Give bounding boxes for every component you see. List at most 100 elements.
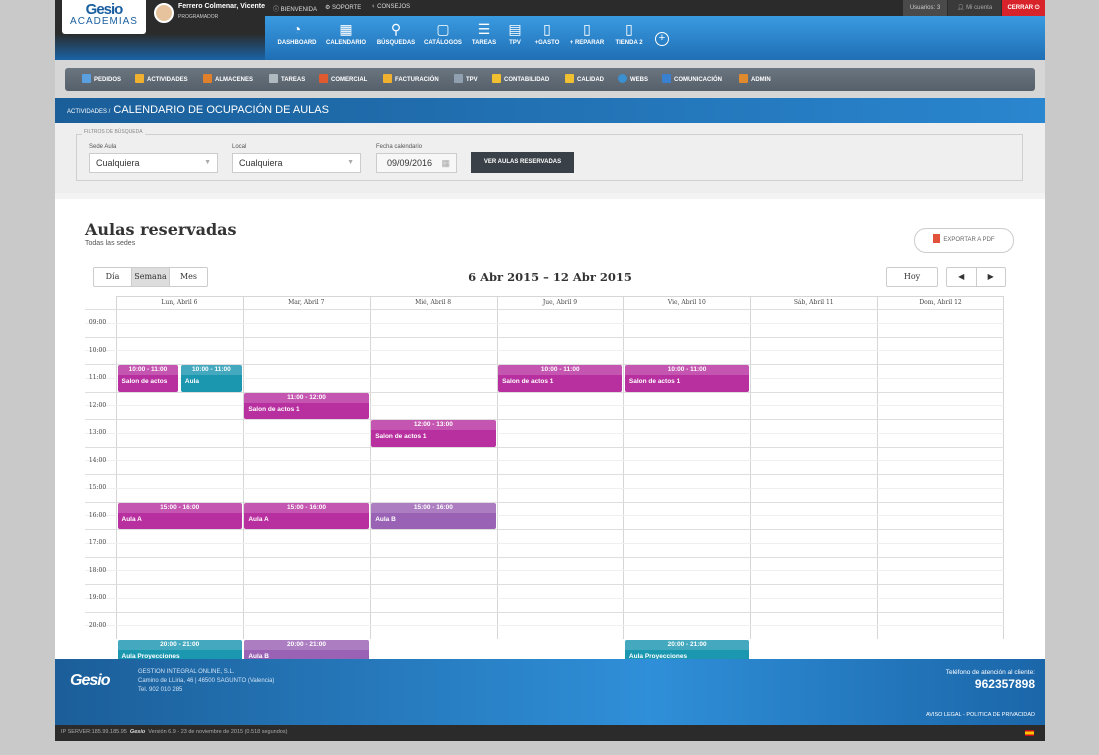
nav-label: CALENDARIO bbox=[326, 40, 366, 46]
view-month-button[interactable]: Mes bbox=[179, 272, 198, 281]
module-tpv[interactable]: TPV bbox=[454, 73, 478, 87]
export-pdf-button[interactable]: EXPORTAR A PDF bbox=[914, 228, 1014, 253]
day-header[interactable]: Lun, Abril 6 bbox=[161, 299, 198, 306]
module-tareas[interactable]: TAREAS bbox=[269, 73, 305, 87]
nav-dashboard[interactable]: ◔ DASHBOARD bbox=[277, 18, 317, 56]
legal-links[interactable]: AVISO LEGAL - POLITICA DE PRIVACIDAD bbox=[925, 712, 1035, 718]
logout-button[interactable]: CERRAR ⏻ bbox=[1002, 0, 1045, 16]
server-info: IP SERVER:185.99.185.95 Gesio Versión 6.… bbox=[61, 729, 287, 735]
toplink-label: BIENVENIDA bbox=[280, 7, 318, 13]
event-name: Salon de actos bbox=[121, 378, 168, 385]
avatar[interactable] bbox=[154, 3, 174, 23]
day-header[interactable]: Vie, Abril 10 bbox=[667, 299, 706, 306]
module-actividades[interactable]: ACTIVIDADES bbox=[135, 73, 188, 87]
module-comunicacion[interactable]: COMUNICACIÓN bbox=[662, 73, 722, 87]
add-shortcut-icon[interactable]: + bbox=[655, 32, 669, 46]
day-header[interactable]: Dom, Abril 12 bbox=[919, 299, 962, 306]
export-label: EXPORTAR A PDF bbox=[943, 237, 995, 243]
event-time: 10:00 - 11:00 bbox=[498, 365, 623, 375]
power-icon: ⏻ bbox=[1034, 5, 1040, 11]
module-label: TPV bbox=[466, 77, 478, 83]
module-webs[interactable]: WEBS bbox=[618, 73, 648, 87]
ver-aulas-button[interactable]: VER AULAS RESERVADAS bbox=[471, 152, 574, 173]
user-icon: 👤︎ bbox=[956, 5, 965, 11]
nav-reparar[interactable]: ▯ + REPARAR bbox=[569, 18, 605, 56]
calendar-event[interactable]: 15:00 - 16:00 Aula B bbox=[371, 502, 496, 529]
view-day-button[interactable]: Día bbox=[105, 272, 120, 281]
spain-flag-icon[interactable] bbox=[1025, 730, 1034, 736]
toplink-consejos[interactable]: ♀ CONSEJOS bbox=[371, 4, 411, 10]
nav-busquedas[interactable]: ⚲ BÚSQUEDAS bbox=[375, 18, 417, 56]
module-facturacion[interactable]: FACTURACIÓN bbox=[383, 73, 439, 87]
module-admin[interactable]: ADMIN bbox=[739, 73, 771, 87]
time-label: 19:00 bbox=[88, 594, 107, 601]
nav-label: CATÁLOGOS bbox=[424, 40, 462, 46]
chevron-down-icon: ▼ bbox=[347, 159, 354, 166]
top-bar bbox=[55, 0, 1045, 16]
footer-company: GESTION INTEGRAL ONLINE, S.L. bbox=[138, 669, 235, 675]
module-label: CONTABILIDAD bbox=[504, 77, 550, 83]
day-header[interactable]: Mar, Abril 7 bbox=[288, 299, 325, 306]
module-comercial[interactable]: COMERCIAL bbox=[319, 73, 367, 87]
nav-tpv[interactable]: ▤ TPV bbox=[504, 18, 526, 56]
event-name: Aula B bbox=[248, 653, 269, 660]
toplink-soporte[interactable]: ⚙ SOPORTE bbox=[325, 5, 362, 11]
user-role: PROGRAMADOR bbox=[178, 14, 219, 20]
register-icon: ▤ bbox=[508, 21, 522, 37]
toplink-bienvenida[interactable]: ⓘ BIENVENIDA bbox=[273, 7, 318, 13]
user-name[interactable]: Ferrero Colmenar, Vicente bbox=[178, 3, 266, 10]
time-label: 16:00 bbox=[88, 511, 107, 519]
calendar-event[interactable]: 10:00 - 11:00 Aula bbox=[180, 365, 242, 392]
brand-logo[interactable]: Gesio ACADEMIAS bbox=[62, 0, 146, 34]
sede-select[interactable]: Cualquiera ▼ bbox=[89, 153, 218, 173]
calendar-event[interactable]: 12:00 - 13:00 Salon de actos 1 bbox=[371, 420, 496, 447]
nav-tienda2[interactable]: ▯ TIENDA 2 bbox=[613, 18, 645, 56]
next-week-button[interactable]: ▶ bbox=[975, 268, 1006, 286]
logout-label: CERRAR bbox=[1007, 5, 1034, 11]
calendar-event[interactable]: 15:00 - 16:00 Aula A bbox=[117, 502, 242, 529]
calendar-icon[interactable]: ▦ bbox=[441, 158, 450, 168]
event-name: Aula Proyecciones bbox=[121, 653, 180, 660]
module-pedidos[interactable]: PEDIDOS bbox=[82, 73, 121, 87]
nav-calendario[interactable]: ▦ CALENDARIO bbox=[326, 18, 366, 56]
nav-label: +GASTO bbox=[534, 40, 560, 46]
today-button[interactable]: Hoy bbox=[886, 267, 938, 287]
module-label: COMUNICACIÓN bbox=[674, 77, 722, 83]
event-time: 20:00 - 21:00 bbox=[244, 640, 369, 650]
breadcrumb-parent[interactable]: ACTIVIDADES / bbox=[67, 109, 111, 115]
time-label: 12:00 bbox=[88, 401, 107, 409]
day-header[interactable]: Sáb, Abril 11 bbox=[793, 299, 834, 306]
module-contabilidad[interactable]: CONTABILIDAD bbox=[492, 73, 549, 87]
module-almacenes[interactable]: ALMACENES bbox=[203, 73, 253, 87]
time-label: 09:00 bbox=[88, 319, 107, 326]
calendar-event[interactable]: 10:00 - 11:00 Salon de actos bbox=[117, 365, 179, 392]
calendar-event[interactable]: 10:00 - 11:00 Salon de actos 1 bbox=[624, 365, 750, 392]
my-account-link[interactable]: 👤︎ Mi cuenta bbox=[948, 0, 1001, 16]
support-phone-label: Teléfono de atención al cliente: bbox=[945, 669, 1035, 676]
fecha-input[interactable]: 09/09/2016 ▦ bbox=[376, 153, 457, 173]
footer-address: Camino de LLiria, 46 | 46500 SAGUNTO (Va… bbox=[138, 678, 275, 684]
nav-catalogos[interactable]: ▢ CATÁLOGOS bbox=[423, 18, 463, 56]
calendar-event[interactable]: 15:00 - 16:00 Aula A bbox=[244, 502, 369, 529]
module-label: TAREAS bbox=[281, 77, 306, 83]
footer-logo: Gesio bbox=[70, 672, 110, 689]
activities-icon bbox=[135, 74, 144, 83]
document-icon: ▯ bbox=[583, 21, 591, 37]
nav-gasto[interactable]: ▯ +GASTO bbox=[533, 18, 561, 56]
calendar-event[interactable]: 10:00 - 11:00 Salon de actos 1 bbox=[498, 365, 623, 392]
module-label: PEDIDOS bbox=[94, 77, 122, 83]
calendar-event[interactable]: 11:00 - 12:00 Salon de actos 1 bbox=[244, 392, 369, 419]
view-week-button[interactable]: Semana bbox=[131, 268, 170, 286]
event-time: 10:00 - 11:00 bbox=[117, 365, 179, 375]
toplink-label: CONSEJOS bbox=[377, 4, 411, 10]
module-label: COMERCIAL bbox=[331, 77, 368, 83]
nav-label: BÚSQUEDAS bbox=[376, 40, 416, 46]
module-calidad[interactable]: CALIDAD bbox=[565, 73, 604, 87]
orders-icon bbox=[82, 74, 91, 83]
prev-week-button[interactable]: ◀ bbox=[958, 272, 965, 281]
local-select[interactable]: Cualquiera ▼ bbox=[232, 153, 361, 173]
day-header[interactable]: Jue, Abril 9 bbox=[542, 299, 578, 306]
event-time: 10:00 - 11:00 bbox=[624, 365, 750, 375]
nav-tareas[interactable]: ☰ TAREAS bbox=[470, 18, 498, 56]
day-header[interactable]: Mié, Abril 8 bbox=[415, 299, 452, 306]
